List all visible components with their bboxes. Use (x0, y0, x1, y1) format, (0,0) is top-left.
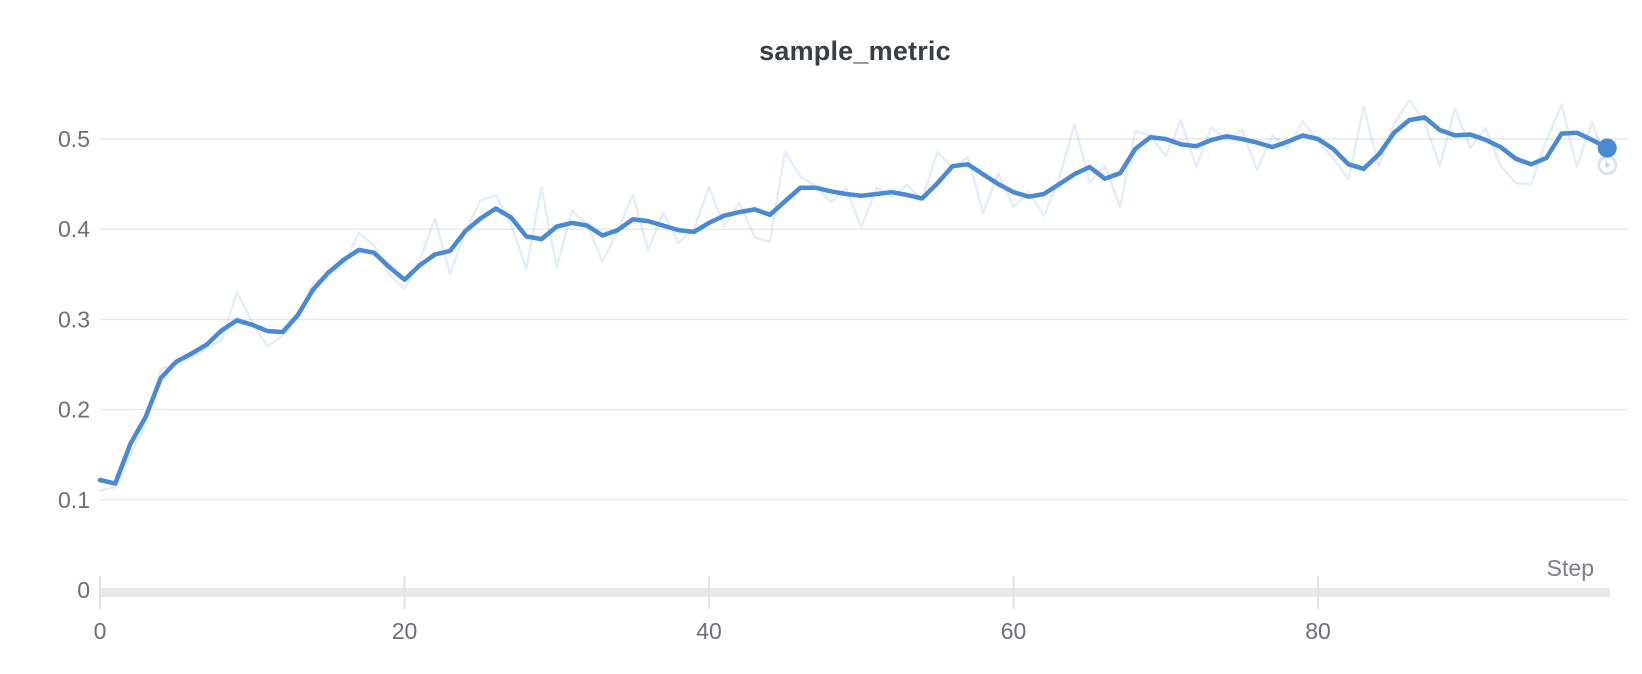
raw-endpoint-center (1604, 162, 1610, 168)
y-axis-tick-label: 0.5 (58, 126, 90, 152)
x-axis-title: Step (1547, 555, 1594, 581)
raw-series-line (98, 98, 1609, 493)
y-axis-tick-label: 0 (77, 577, 90, 603)
x-axis-tick-label: 80 (1305, 618, 1331, 644)
x-axis-tick-label: 60 (1001, 618, 1027, 644)
y-axis-tick-label: 0.4 (58, 216, 90, 242)
x-axis-tick-label: 20 (392, 618, 418, 644)
smoothed-series-line (97, 115, 1610, 486)
y-axis-tick-label: 0.2 (58, 397, 90, 423)
chart-title: sample_metric (759, 36, 951, 66)
y-axis-tick-label: 0.1 (58, 487, 90, 513)
smoothed-endpoint-dot (1597, 138, 1617, 158)
x-axis-tick-label: 40 (696, 618, 722, 644)
x-axis-tick-label: 0 (94, 618, 107, 644)
y-axis-tick-label: 0.3 (58, 306, 90, 332)
